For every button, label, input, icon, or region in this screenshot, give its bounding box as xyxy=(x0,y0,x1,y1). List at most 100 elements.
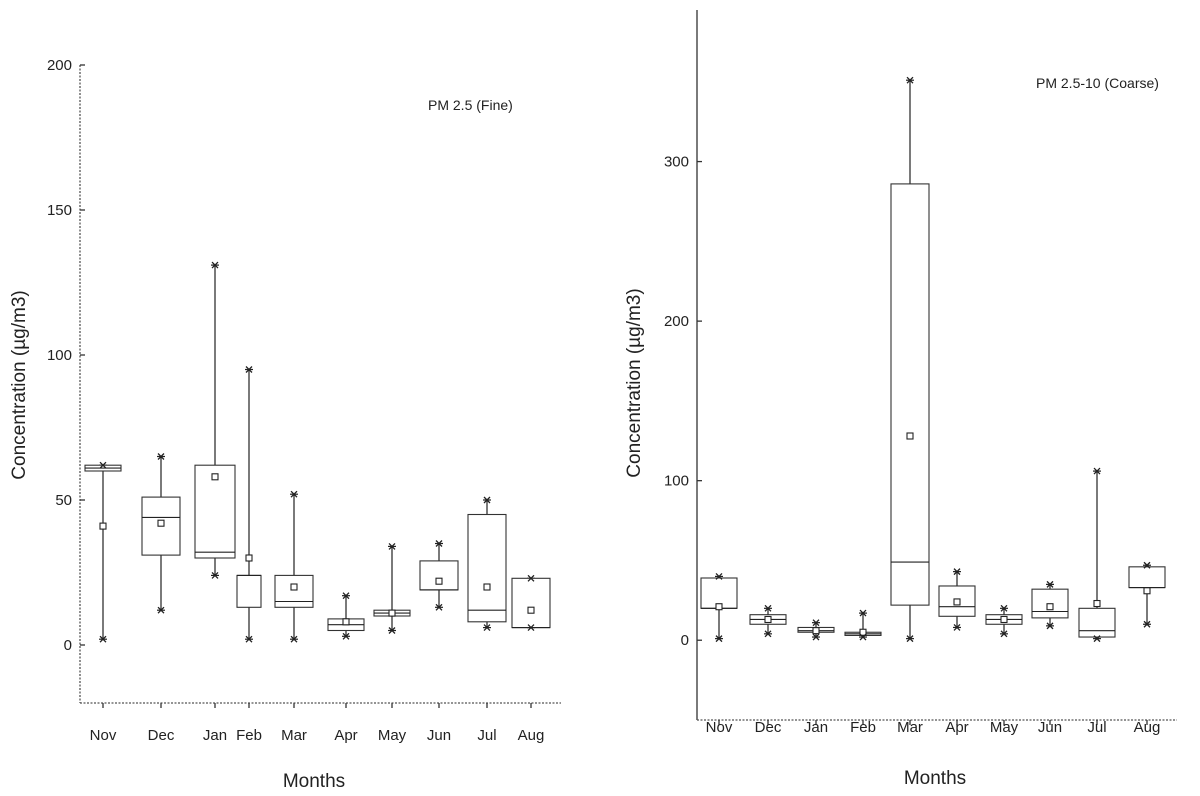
y-axis-title: Concentration (µg/m3) xyxy=(624,288,645,477)
box-plot-feb xyxy=(236,366,262,643)
max-marker xyxy=(290,490,298,498)
box-plot-dec xyxy=(749,604,787,638)
x-tick-label: Aug xyxy=(1134,719,1161,736)
min-marker xyxy=(906,635,914,643)
x-tick-label: Mar xyxy=(281,727,307,744)
mean-marker xyxy=(1000,615,1008,624)
box-plot-aug xyxy=(511,574,551,632)
box-plot-may xyxy=(373,542,411,634)
box-plot-aug xyxy=(1128,561,1166,628)
box-plot-nov xyxy=(84,461,122,643)
min-marker xyxy=(245,635,253,643)
mean-marker xyxy=(245,554,253,562)
y-tick-label: 150 xyxy=(47,202,72,219)
box-plot-dec xyxy=(141,453,181,614)
box-plot-feb xyxy=(844,609,882,641)
box-plot-jun xyxy=(1031,580,1069,630)
box-plot-jul xyxy=(467,496,507,632)
box-plot-jun xyxy=(419,540,459,611)
min-marker xyxy=(953,624,961,631)
x-tick-label: Dec xyxy=(755,719,782,736)
box-plot-jul xyxy=(1078,467,1116,643)
x-tick-label: Jul xyxy=(477,727,496,744)
max-marker xyxy=(157,453,165,460)
y-tick-label: 100 xyxy=(47,347,72,364)
panel-annotation: PM 2.5-10 (Coarse) xyxy=(1036,75,1159,91)
min-marker xyxy=(99,635,107,643)
min-marker xyxy=(859,633,867,641)
y-tick-label: 50 xyxy=(55,492,72,509)
x-tick-label: Apr xyxy=(945,719,968,736)
min-marker xyxy=(527,624,535,632)
mean-marker xyxy=(953,598,961,606)
mean-marker xyxy=(859,628,867,636)
coarse-pm-panel: 0 100 200 300 Nov Dec Jan Feb Mar Apr May Jun Jul Aug… xyxy=(624,10,1177,789)
y-axis-title: Concentration (µg/m3) xyxy=(9,290,30,479)
mean-marker xyxy=(764,615,772,624)
iqr-box xyxy=(419,560,459,591)
max-marker xyxy=(245,366,253,373)
min-marker xyxy=(1000,630,1008,638)
y-tick-label: 100 xyxy=(664,473,689,490)
mean-marker xyxy=(906,432,914,440)
mean-marker xyxy=(1143,587,1151,595)
fine-pm-panel: 0 50 100 150 200 Nov Dec Jan Feb Mar Apr May Jun Jul A… xyxy=(9,57,561,792)
iqr-box xyxy=(467,513,507,623)
mean-marker xyxy=(290,583,298,591)
max-marker xyxy=(1046,580,1054,588)
x-tick-label: Feb xyxy=(850,719,876,736)
max-marker xyxy=(859,609,867,617)
x-axis-title: Months xyxy=(283,771,345,792)
mean-marker xyxy=(157,519,165,527)
mean-marker xyxy=(527,606,535,614)
x-tick-label: Mar xyxy=(897,719,923,736)
box-plot-apr xyxy=(327,592,365,640)
iqr-box xyxy=(236,574,262,608)
max-marker xyxy=(99,461,107,469)
min-marker xyxy=(1143,620,1151,628)
mean-marker xyxy=(483,583,491,591)
min-marker xyxy=(342,632,350,640)
min-marker xyxy=(388,627,396,634)
mean-marker xyxy=(211,473,219,481)
y-tick-label: 200 xyxy=(664,313,689,330)
x-tick-label: Jul xyxy=(1087,719,1106,736)
x-tick-label: Jan xyxy=(804,719,828,736)
iqr-box xyxy=(890,183,930,606)
x-tick-label: Nov xyxy=(706,719,733,736)
x-tick-label: Nov xyxy=(90,727,117,744)
min-marker xyxy=(435,603,443,611)
x-axis-title: Months xyxy=(904,768,966,789)
max-marker xyxy=(1143,561,1151,569)
max-marker xyxy=(435,540,443,547)
x-tick-label: May xyxy=(378,727,407,744)
min-marker xyxy=(157,606,165,614)
min-marker xyxy=(1046,622,1054,630)
mean-marker xyxy=(1093,599,1101,608)
box-plot-apr xyxy=(938,568,976,631)
max-marker xyxy=(483,496,491,504)
min-marker xyxy=(812,633,820,641)
mean-marker xyxy=(812,627,820,635)
mean-marker xyxy=(342,618,350,626)
y-tick-label: 0 xyxy=(681,632,689,649)
iqr-box xyxy=(1078,607,1116,638)
min-marker xyxy=(211,571,219,579)
box-plot-mar xyxy=(274,490,314,643)
max-marker xyxy=(527,574,535,582)
y-tick-label: 200 xyxy=(47,57,72,74)
min-marker xyxy=(764,630,772,638)
x-tick-label: Aug xyxy=(518,727,545,744)
iqr-box xyxy=(274,574,314,608)
min-marker xyxy=(1093,635,1101,643)
iqr-box xyxy=(1031,588,1069,619)
box-plot-jan xyxy=(797,619,835,641)
mean-marker xyxy=(715,603,723,611)
mean-marker xyxy=(1046,603,1054,611)
max-marker xyxy=(812,619,820,627)
x-tick-label: Feb xyxy=(236,727,262,744)
max-marker xyxy=(342,592,350,600)
x-tick-label: Jun xyxy=(427,727,451,744)
box-plot-may xyxy=(985,604,1023,638)
